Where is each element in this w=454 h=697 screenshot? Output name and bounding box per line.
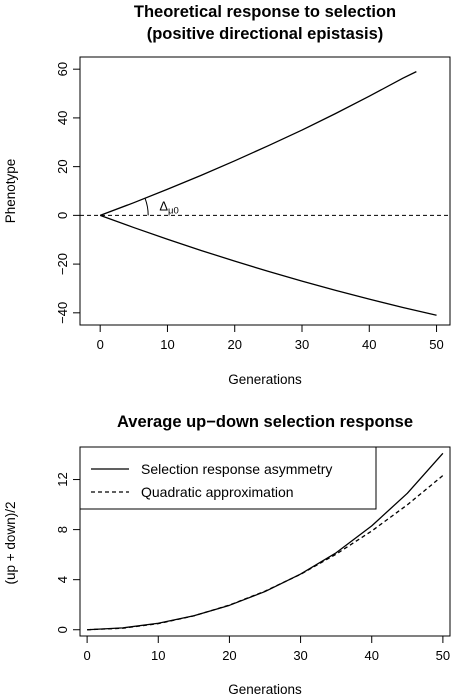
series-line-1 — [87, 475, 444, 631]
y-axis-label: Phenotype — [3, 159, 18, 224]
series-group — [80, 71, 450, 316]
chart-average-response: Average up−down selection response Gener… — [3, 413, 451, 697]
y-tick-label: 12 — [55, 472, 70, 486]
y-tick-label: 60 — [55, 62, 70, 76]
x-tick-label: 10 — [160, 337, 174, 352]
x-axis-label: Generations — [228, 372, 302, 387]
delta-mu0-label: Δμ0 — [159, 199, 178, 217]
x-tick-label: 50 — [436, 648, 450, 663]
legend-box — [79, 446, 377, 510]
delta-annotation: Δμ0 — [144, 198, 179, 217]
chart-title-line-2: (positive directional epistasis) — [147, 25, 384, 43]
x-axis-label: Generations — [228, 682, 302, 697]
legend-entry-quadratic: Quadratic approximation — [141, 484, 294, 500]
y-axis-label: (up + down)/2 — [3, 502, 18, 585]
x-tick-label: 40 — [362, 337, 376, 352]
y-tick-label: 4 — [55, 576, 70, 583]
x-tick-label: 30 — [293, 648, 307, 663]
x-tick-label: 50 — [429, 337, 443, 352]
x-tick-label: 0 — [97, 337, 104, 352]
y-tick-label: 0 — [55, 626, 70, 633]
legend-entry-asymmetry: Selection response asymmetry — [141, 461, 332, 477]
y-tick-label: −40 — [55, 302, 70, 324]
chart-title: Average up−down selection response — [117, 413, 413, 431]
y-tick-label: 20 — [55, 159, 70, 173]
chart-title-line-1: Theoretical response to selection — [134, 3, 396, 21]
x-tick-label: 30 — [295, 337, 309, 352]
legend: Selection response asymmetry Quadratic a… — [79, 446, 377, 510]
x-tick-label: 20 — [227, 337, 241, 352]
x-tick-label: 0 — [83, 648, 90, 663]
series-group — [87, 452, 444, 631]
chart-theoretical-response: Theoretical response to selection (posit… — [3, 3, 451, 387]
y-tick-label: 40 — [55, 111, 70, 125]
x-tick-label: 10 — [151, 648, 165, 663]
y-axis: 0 4 8 12 — [55, 472, 81, 633]
series-line-1 — [99, 214, 437, 316]
x-tick-label: 20 — [222, 648, 236, 663]
series-line-0 — [99, 71, 417, 216]
y-tick-label: 8 — [55, 526, 70, 533]
delta-subscript: μ0 — [168, 206, 179, 217]
delta-symbol: Δ — [159, 199, 168, 214]
angle-arc — [144, 198, 149, 216]
y-tick-label: −20 — [55, 253, 70, 275]
y-tick-label: 0 — [55, 212, 70, 219]
x-tick-label: 40 — [364, 648, 378, 663]
x-axis: 0 10 20 30 40 50 — [83, 635, 450, 663]
plot-frame — [79, 56, 451, 326]
x-axis: 0 10 20 30 40 50 — [97, 324, 444, 352]
y-axis: −40 −20 0 20 40 60 — [55, 62, 81, 324]
